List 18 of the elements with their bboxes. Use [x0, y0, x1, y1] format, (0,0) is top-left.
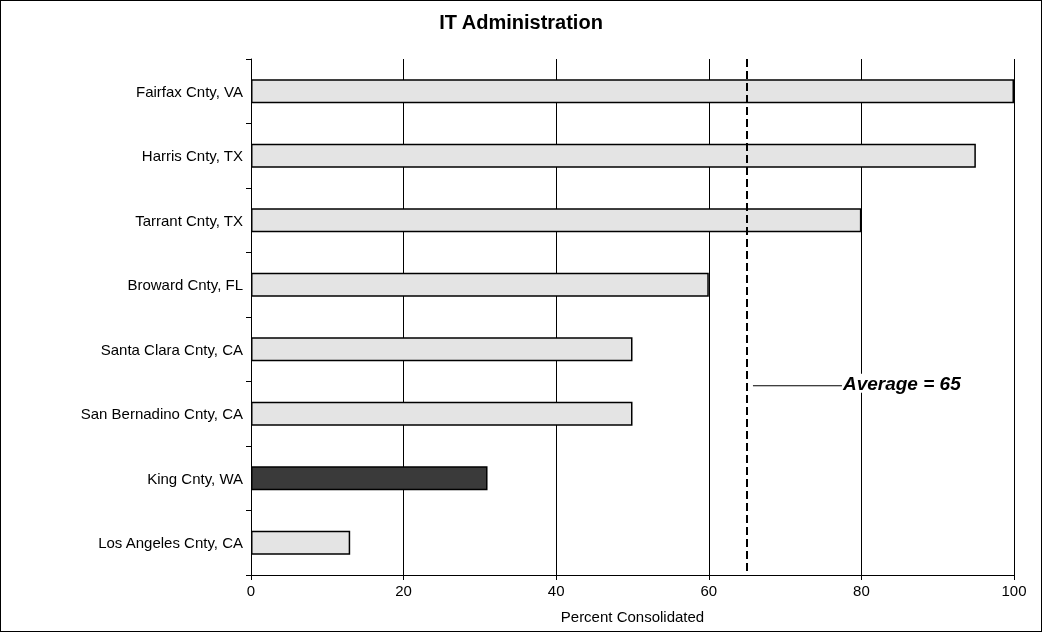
y-tick-label: Harris Cnty, TX	[141, 147, 243, 165]
y-tick-label: Tarrant Cnty, TX	[135, 211, 243, 229]
x-axis-title: Percent Consolidated	[560, 608, 705, 625]
y-tick-label: Broward Cnty, FL	[127, 276, 243, 294]
y-tick-label: Los Angeles Cnty, CA	[98, 534, 243, 552]
x-tick-label: 0	[246, 582, 256, 599]
x-tick-label: 40	[547, 582, 565, 599]
x-tick-label: 60	[700, 582, 718, 599]
x-tick-label: 20	[395, 582, 412, 599]
x-tick-label: 80	[853, 582, 870, 599]
chart-title: IT Administration	[439, 11, 603, 33]
y-tick-label: San Bernadino Cnty, CA	[80, 405, 243, 423]
y-tick-label: Fairfax Cnty, VA	[136, 82, 243, 100]
bar	[251, 530, 351, 555]
y-tick-label: King Cnty, WA	[147, 469, 243, 487]
y-tick-label: Santa Clara Cnty, CA	[100, 340, 243, 358]
x-tick-label: 100	[1001, 582, 1027, 599]
ref-line-label: Average = 65	[841, 372, 962, 394]
